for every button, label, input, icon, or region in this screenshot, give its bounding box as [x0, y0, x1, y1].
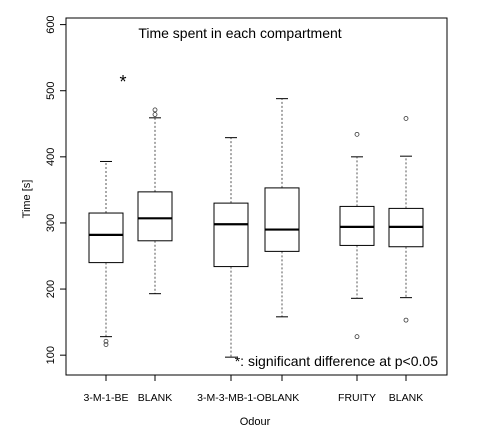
x-tick-label: BLANK [265, 392, 299, 404]
iqr-box [88, 212, 124, 264]
outlier-point [403, 317, 409, 323]
outlier-point [152, 112, 158, 117]
x-axis: 3-M-1-BE BLANK 3-M-3-MB-1-O BLANK FRUITY BLAN… [84, 374, 423, 404]
outlier-point [354, 334, 360, 340]
y-tick-label: 300 [45, 214, 57, 232]
outlier-point [152, 107, 158, 113]
x-tick-label: BLANK [138, 392, 172, 404]
y-tick-label: 100 [45, 346, 57, 364]
box-plot [88, 160, 124, 347]
outlier-point [354, 131, 360, 137]
x-axis-label: Odour [240, 416, 271, 428]
outlier-point [103, 342, 109, 347]
box-plot [264, 98, 300, 318]
y-axis: 100 200 300 400 500 600 [45, 15, 67, 364]
boxes-layer [88, 98, 424, 358]
significance-note: *: significant difference at p<0.05 [235, 353, 438, 369]
iqr-box [213, 202, 249, 268]
iqr-box [264, 187, 300, 252]
x-tick-label: BLANK [389, 392, 423, 404]
outlier-point [403, 116, 409, 121]
y-tick-label: 200 [45, 280, 57, 298]
y-tick-label: 500 [45, 82, 57, 100]
iqr-box [137, 191, 173, 242]
significance-star: * [119, 72, 126, 92]
y-tick-label: 400 [45, 148, 57, 166]
box-plot [339, 131, 375, 340]
y-axis-label: Time [s] [21, 180, 33, 219]
box-plot [137, 107, 173, 295]
box-plot [388, 116, 424, 323]
x-tick-label: 3-M-1-BE [84, 392, 129, 404]
outlier-point [103, 338, 109, 344]
chart-title: Time spent in each compartment [138, 25, 341, 41]
y-tick-label: 600 [45, 15, 57, 33]
x-tick-label: FRUITY [338, 392, 376, 404]
box-plot [213, 137, 249, 358]
x-tick-label: 3-M-3-MB-1-O [197, 392, 265, 404]
